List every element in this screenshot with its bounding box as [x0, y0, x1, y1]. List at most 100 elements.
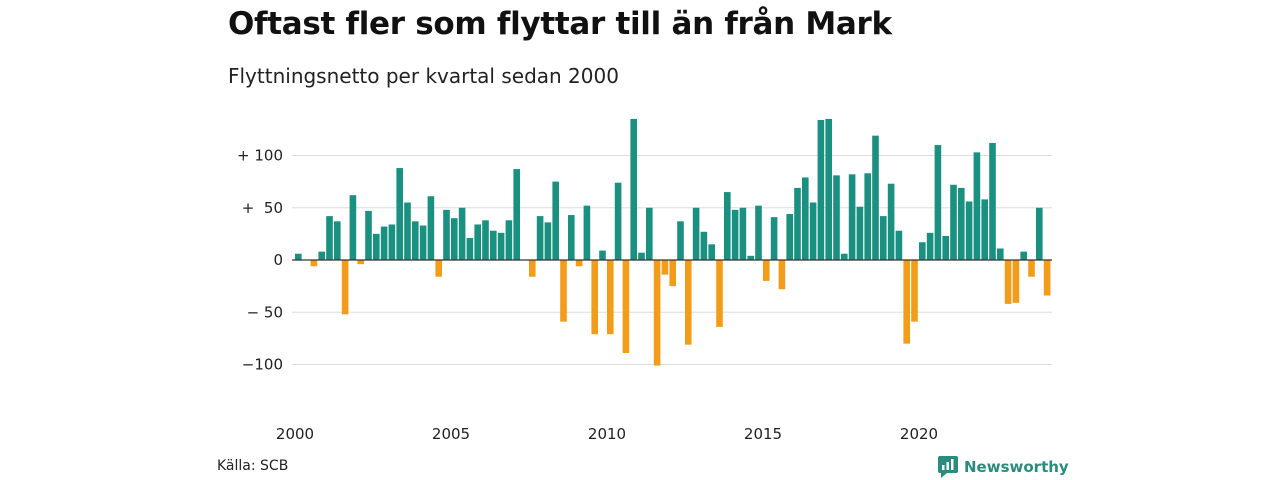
bar-75: [880, 216, 887, 260]
bar-87: [973, 152, 981, 260]
bar-92: [1012, 260, 1020, 303]
bar-63: [786, 214, 793, 260]
bar-18: [435, 260, 442, 277]
bars: [292, 118, 1052, 366]
bar-43: [630, 118, 637, 260]
bar-4: [326, 216, 333, 260]
bar-90: [997, 248, 1004, 260]
bar-32: [544, 222, 552, 260]
bar-14: [404, 202, 411, 260]
bar-41: [614, 182, 622, 260]
bar-58: [747, 255, 754, 260]
bar-17: [427, 196, 435, 260]
bar-54: [716, 260, 723, 327]
bar-93: [1020, 251, 1027, 260]
bar-34: [560, 260, 567, 322]
bar-96: [1043, 260, 1051, 296]
bar-82: [934, 145, 942, 260]
y-tick-label: 0: [273, 251, 283, 269]
bar-8: [357, 260, 364, 265]
bar-15: [412, 221, 419, 260]
bar-57: [739, 207, 747, 260]
y-tick-label: −100: [242, 356, 283, 374]
x-tick-label: 2015: [744, 425, 782, 443]
bar-35: [568, 215, 575, 260]
bar-16: [419, 225, 427, 260]
brand-logo: Newsworthy: [938, 456, 1069, 478]
chart-subtitle: Flyttningsnetto per kvartal sedan 2000: [228, 64, 619, 88]
newsworthy-logo-icon: [938, 456, 958, 478]
y-axis-labels: + 100 + 50 0 − 50 −100: [237, 147, 283, 374]
bar-86: [965, 201, 973, 260]
bar-22: [466, 238, 474, 260]
bar-83: [942, 235, 949, 260]
bar-39: [599, 250, 606, 260]
bar-chart: + 100 + 50 0 − 50 −100 2000 2005 2010 2015 2020: [237, 118, 1052, 443]
bar-49: [677, 221, 684, 260]
bar-95: [1036, 207, 1043, 260]
bar-56: [731, 209, 739, 260]
bar-45: [646, 207, 653, 260]
bar-10: [373, 233, 380, 260]
bar-20: [451, 218, 458, 260]
bar-11: [380, 226, 388, 260]
bar-62: [778, 260, 786, 290]
y-tick-label: + 100: [237, 147, 283, 165]
bar-81: [926, 232, 934, 260]
bar-28: [513, 169, 520, 260]
bar-46: [653, 260, 661, 366]
bar-53: [708, 244, 715, 260]
x-axis-labels: 2000 2005 2010 2015 2020: [276, 425, 938, 443]
bar-68: [825, 118, 832, 260]
bar-67: [817, 119, 825, 260]
bar-19: [443, 209, 450, 260]
bar-60: [763, 260, 770, 281]
bar-13: [396, 168, 403, 260]
bar-2: [310, 260, 318, 267]
bar-70: [841, 253, 848, 260]
bar-91: [1004, 260, 1012, 304]
bar-21: [458, 207, 466, 260]
bar-64: [794, 187, 801, 260]
bar-78: [903, 260, 910, 344]
bar-73: [864, 173, 871, 260]
bar-6: [341, 260, 349, 315]
bar-71: [848, 174, 856, 260]
bar-85: [958, 187, 965, 260]
bar-77: [895, 230, 903, 260]
bar-84: [950, 184, 957, 260]
bar-0: [295, 253, 302, 260]
x-tick-label: 2020: [900, 425, 938, 443]
x-tick-label: 2005: [432, 425, 470, 443]
bar-74: [872, 135, 879, 260]
bar-23: [474, 224, 481, 260]
brand-name: Newsworthy: [964, 458, 1069, 476]
y-tick-label: − 50: [247, 303, 283, 321]
bar-44: [638, 252, 645, 260]
bar-55: [724, 192, 731, 260]
bar-24: [482, 220, 489, 260]
bar-40: [607, 260, 614, 335]
x-tick-label: 2010: [588, 425, 626, 443]
bar-31: [536, 216, 544, 260]
bar-27: [505, 220, 513, 260]
bar-65: [802, 177, 809, 260]
bar-7: [349, 195, 357, 260]
bar-89: [989, 142, 996, 260]
bar-59: [755, 205, 762, 260]
bar-72: [856, 206, 864, 260]
bar-5: [334, 221, 341, 260]
bar-9: [365, 210, 372, 260]
bar-80: [919, 242, 926, 260]
bar-50: [685, 260, 692, 345]
chart-title: Oftast fler som flyttar till än från Mar…: [228, 6, 892, 42]
bar-36: [575, 260, 583, 267]
bar-48: [669, 260, 676, 287]
bar-25: [490, 230, 497, 260]
bar-30: [529, 260, 536, 277]
bar-33: [552, 181, 559, 260]
bar-76: [887, 183, 895, 260]
bar-3: [318, 251, 325, 260]
bar-79: [911, 260, 918, 322]
bar-69: [833, 175, 840, 260]
